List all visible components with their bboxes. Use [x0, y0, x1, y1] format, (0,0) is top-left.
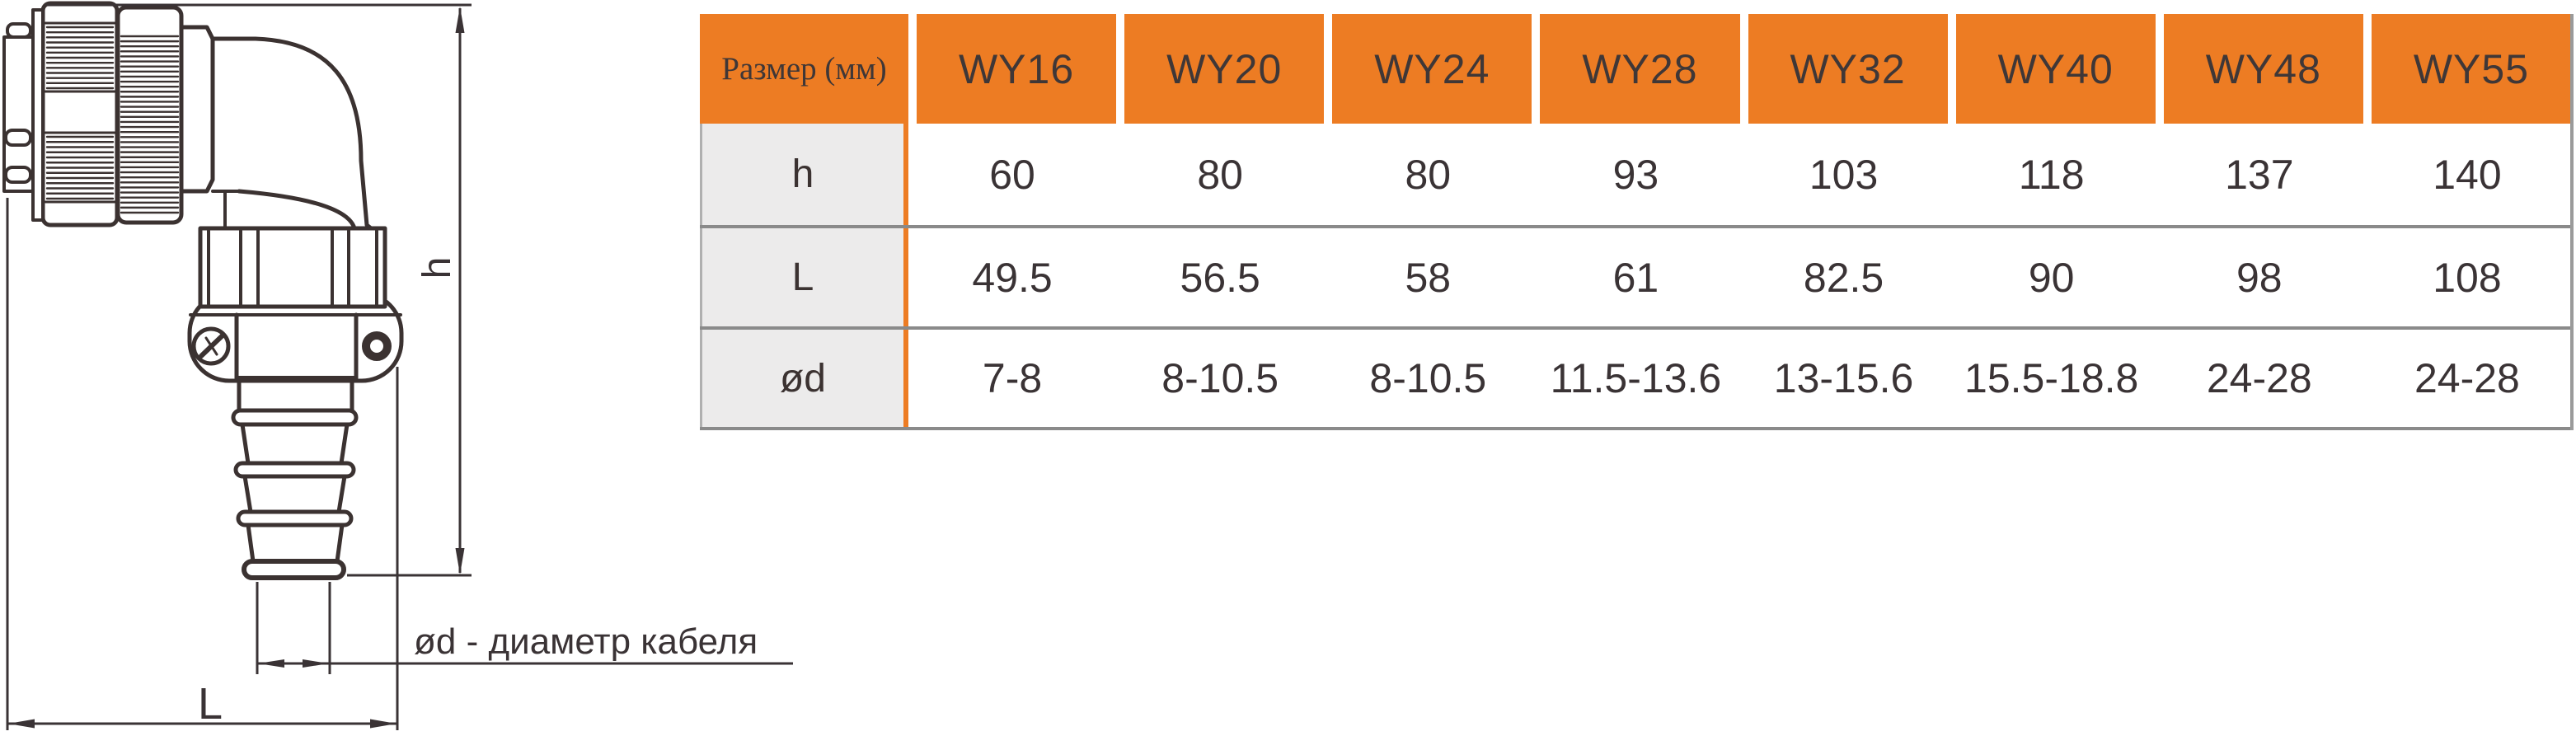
table-header-wy16: WY16 [908, 14, 1117, 124]
dim-L: L [6, 198, 399, 730]
table-header-wy24: WY24 [1324, 14, 1532, 124]
clamp-screw-left [191, 326, 231, 366]
cell-od-wy48: 24-28 [2206, 355, 2312, 401]
cell-od-wy16: 7-8 [982, 355, 1043, 401]
cell-L-wy20: 56.5 [1180, 254, 1260, 301]
mating-face [2, 8, 45, 222]
cell-h-wy20: 80 [1197, 151, 1243, 198]
cell-od-wy24: 8-10.5 [1369, 355, 1487, 401]
table-header-wy55: WY55 [2363, 14, 2571, 124]
table-row-h: h 60 80 80 93 103 118 137 140 [700, 124, 2571, 228]
cell-od-wy40: 15.5-18.8 [1964, 355, 2139, 401]
cell-L-wy55: 108 [2433, 254, 2502, 301]
backshell-cap [40, 1, 120, 227]
cell-h-wy28: 93 [1612, 151, 1659, 198]
dimension-annotations: h L ød - диаметр кабеля [6, 3, 793, 730]
table-header-row: Размер (мм) WY16 WY20 WY24 WY28 WY32 WY4… [700, 14, 2571, 124]
row-label-h: h [700, 124, 908, 225]
connector-technical-drawing: h L ød - диаметр кабеля [2, 1, 793, 730]
row-label-od: ød [700, 330, 908, 427]
table-header-wy40: WY40 [1947, 14, 2156, 124]
cell-L-wy48: 98 [2236, 254, 2283, 301]
cell-h-wy40: 118 [2018, 151, 2085, 198]
row-label-L: L [700, 228, 908, 326]
table-header-size: Размер (мм) [700, 14, 908, 124]
elbow-housing [210, 36, 373, 231]
cell-od-wy20: 8-10.5 [1161, 355, 1279, 401]
cell-od-wy55: 24-28 [2414, 355, 2520, 401]
table-header-wy32: WY32 [1739, 14, 1948, 124]
table-header-wy20: WY20 [1116, 14, 1325, 124]
cell-h-wy24: 80 [1405, 151, 1452, 198]
dim-h-label: h [415, 257, 459, 279]
dim-h: h [45, 3, 472, 577]
cable-tail-barbs [231, 378, 359, 580]
dim-od-note: ød - диаметр кабеля [414, 621, 758, 662]
cell-h-wy55: 140 [2433, 151, 2502, 198]
cell-h-wy32: 103 [1809, 151, 1879, 198]
cell-L-wy28: 61 [1612, 254, 1659, 301]
dim-od: ød - диаметр кабеля [256, 582, 793, 674]
connector-shell [179, 25, 215, 194]
cell-L-wy16: 49.5 [972, 254, 1053, 301]
table-header-wy28: WY28 [1532, 14, 1740, 124]
cell-h-wy16: 60 [989, 151, 1035, 198]
cell-L-wy32: 82.5 [1803, 254, 1884, 301]
table-header-wy48: WY48 [2155, 14, 2363, 124]
coupling-ring [115, 5, 184, 225]
clamp-screw-hole-right [362, 331, 392, 361]
dim-L-label: L [198, 679, 223, 729]
size-spec-table: Размер (мм) WY16 WY20 WY24 WY28 WY32 WY4… [700, 14, 2574, 430]
clamp-saddle-bar [189, 312, 402, 381]
cell-L-wy24: 58 [1405, 254, 1452, 301]
cell-L-wy40: 90 [2028, 254, 2075, 301]
coupling-ring-ribs [120, 35, 180, 214]
table-row-L: L 49.5 56.5 58 61 82.5 90 98 108 [700, 228, 2571, 330]
cap-knurl-lower [45, 135, 115, 200]
cell-h-wy48: 137 [2225, 151, 2294, 198]
table-right-border [2570, 14, 2574, 430]
cap-knurl-upper [45, 26, 115, 90]
table-row-od: ød 7-8 8-10.5 8-10.5 11.5-13.6 13-15.6 1… [700, 330, 2571, 430]
cell-od-wy32: 13-15.6 [1773, 355, 1914, 401]
cell-od-wy28: 11.5-13.6 [1550, 355, 1722, 401]
union-nut [198, 226, 387, 309]
